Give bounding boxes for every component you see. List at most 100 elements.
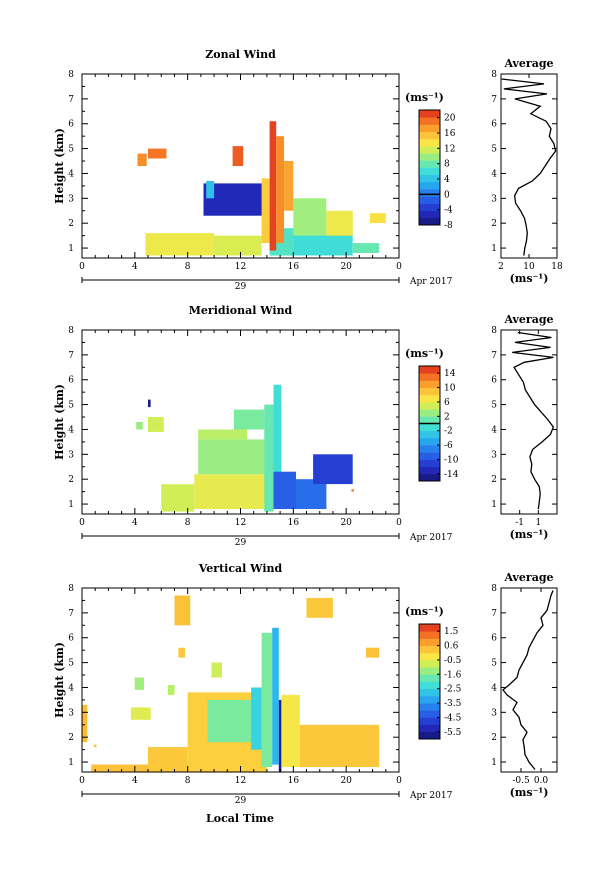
heatmap-cell: [273, 471, 296, 509]
profile-unit-label: (ms⁻¹): [510, 272, 549, 285]
x-tick-label: 0: [79, 518, 85, 528]
colorbar-tick-label: 4: [444, 175, 450, 185]
colorbar-tick-label: -4: [444, 206, 453, 216]
heatmap-cell: [278, 699, 282, 772]
profile-y-tick-label: 5: [491, 145, 497, 155]
colorbar-tick-label: 6: [444, 398, 450, 408]
heatmap-cell: [145, 233, 215, 256]
heatmap-cell: [366, 647, 380, 658]
colorbar-segment: [419, 373, 440, 381]
x-tick-label: 12: [235, 518, 246, 528]
profile-y-tick-label: 4: [491, 425, 497, 435]
heatmap-cell: [167, 685, 175, 695]
date-label: Apr 2017: [409, 791, 453, 801]
profile-y-tick-label: 3: [491, 194, 497, 204]
profile-x-tick-label: 0.0: [534, 776, 549, 786]
colorbar-unit-label: (ms⁻¹): [405, 347, 444, 360]
colorbar-tick-label: -14: [444, 470, 459, 480]
colorbar-tick-label: 0: [444, 190, 450, 200]
x-tick-label: 8: [185, 518, 191, 528]
y-tick-label: 4: [68, 169, 74, 179]
x-tick-label: 8: [185, 262, 191, 272]
x-tick-label: 16: [288, 776, 300, 786]
x-tick-label: 20: [340, 262, 352, 272]
heatmap-cell: [284, 161, 294, 211]
profile-y-tick-label: 7: [491, 609, 497, 619]
y-tick-label: 1: [68, 244, 74, 254]
colorbar-segment: [419, 645, 440, 654]
x-tick-label: 0: [79, 262, 85, 272]
colorbar-segment: [419, 473, 440, 482]
heatmap-cell: [137, 153, 147, 166]
colorbar-segment: [419, 110, 440, 118]
profile-title: Average: [503, 571, 553, 584]
heatmap-cell: [326, 210, 353, 236]
colorbar-segment: [419, 124, 440, 132]
colorbar-segment: [419, 703, 440, 711]
heatmap-cell: [313, 454, 353, 485]
heatmap-cells: [136, 384, 354, 512]
colorbar-frame: [418, 623, 441, 740]
x-tick-label: 20: [340, 518, 352, 528]
colorbar-tick-label: -10: [444, 455, 459, 465]
y-tick-label: 6: [68, 376, 74, 386]
y-tick-label: 6: [68, 634, 74, 644]
y-tick-label: 5: [68, 401, 74, 411]
y-tick-label: 1: [68, 758, 74, 768]
date-day-label: 29: [235, 538, 247, 548]
y-tick-label: 5: [68, 145, 74, 155]
y-tick-label: 3: [68, 708, 74, 718]
profile-title: Average: [503, 313, 553, 326]
x-tick-label: 16: [288, 262, 300, 272]
x-tick-label: 20: [340, 776, 352, 786]
profile-y-tick-label: 8: [491, 326, 497, 336]
heatmap-cell: [93, 744, 97, 748]
colorbar-segment: [419, 138, 440, 147]
heatmap-cell: [273, 384, 282, 500]
colorbar-tick-label: 16: [444, 129, 456, 139]
profile-y-tick-label: 3: [491, 450, 497, 460]
heatmap-cell: [206, 180, 215, 199]
profile-y-tick-label: 1: [491, 500, 497, 510]
profile-frame: [500, 587, 558, 773]
colorbar-segment: [419, 710, 440, 718]
heatmap-cell: [276, 136, 285, 244]
profile-y-tick-label: 1: [491, 244, 497, 254]
profile-title: Average: [503, 57, 553, 70]
colorbar-segment: [419, 167, 440, 176]
colorbar-segment: [419, 416, 440, 424]
y-tick-label: 7: [68, 95, 74, 105]
colorbar-tick-label: -2: [444, 427, 453, 437]
y-tick-label: 2: [68, 733, 74, 743]
colorbar-tick-label: -1.6: [444, 670, 462, 680]
colorbar-segment: [419, 366, 440, 374]
heatmap-cell: [136, 422, 143, 430]
heatmap-cell: [264, 404, 274, 512]
y-tick-label: 8: [68, 584, 74, 594]
x-tick-label: 12: [235, 776, 246, 786]
heatmap-cell: [269, 121, 277, 251]
profile-y-tick-label: 3: [491, 708, 497, 718]
heatmap-cell: [174, 595, 191, 626]
date-day-label: 29: [235, 796, 247, 806]
colorbar-segment: [419, 466, 440, 475]
profile-y-tick-label: 6: [491, 120, 497, 130]
colorbar-segment: [419, 459, 440, 467]
heatmap-cell: [351, 489, 354, 492]
y-axis-label: Height (km): [53, 384, 66, 460]
heatmap-cell: [233, 409, 265, 430]
profile-y-tick-label: 8: [491, 584, 497, 594]
profile-unit-label: (ms⁻¹): [510, 528, 549, 541]
heatmap-cell: [293, 198, 327, 236]
colorbar-segment: [419, 145, 440, 154]
heatmap-cell: [369, 213, 386, 224]
heatmap-cell: [232, 146, 244, 166]
heatmap-cell: [306, 597, 333, 618]
colorbar-tick-label: 2: [444, 412, 450, 422]
profile-y-tick-label: 6: [491, 376, 497, 386]
heatmap-cell: [198, 429, 248, 440]
x-tick-label: 0: [79, 776, 85, 786]
